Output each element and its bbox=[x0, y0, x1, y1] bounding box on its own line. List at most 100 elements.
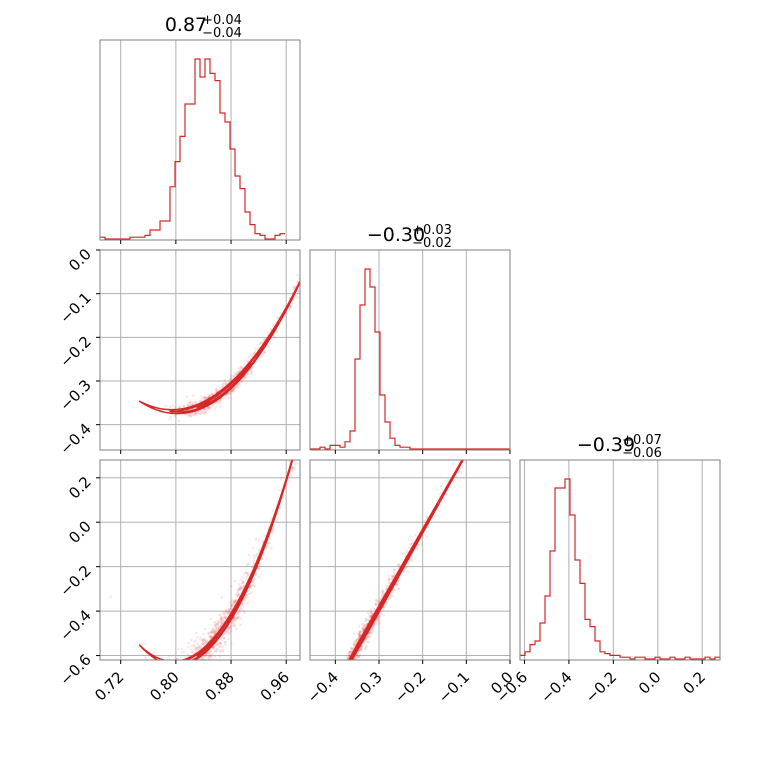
sample-point bbox=[224, 632, 227, 635]
sample-point bbox=[358, 634, 361, 638]
sample-point bbox=[232, 387, 235, 391]
sample-point bbox=[246, 572, 250, 576]
sample-point bbox=[372, 624, 375, 627]
sample-point bbox=[233, 579, 237, 583]
sample-point bbox=[222, 383, 225, 386]
sample-point bbox=[248, 592, 252, 595]
sample-point bbox=[217, 645, 221, 648]
sample-point bbox=[210, 630, 214, 633]
sample-point bbox=[221, 619, 225, 623]
sample-point bbox=[364, 644, 368, 647]
sample-point bbox=[219, 650, 222, 654]
sample-point bbox=[194, 401, 198, 405]
sample-point bbox=[259, 341, 263, 344]
sample-point bbox=[215, 389, 219, 392]
sample-point bbox=[301, 411, 304, 414]
sample-point bbox=[253, 349, 257, 353]
sample-point bbox=[174, 405, 177, 409]
sample-point bbox=[353, 664, 356, 667]
sample-point bbox=[359, 630, 362, 633]
sample-point bbox=[177, 406, 181, 409]
sample-point bbox=[160, 672, 163, 675]
sample-point bbox=[445, 493, 449, 497]
sample-point bbox=[220, 623, 223, 627]
sample-point bbox=[203, 396, 207, 399]
sample-point bbox=[370, 631, 373, 634]
sample-point bbox=[227, 637, 230, 641]
sample-point bbox=[268, 541, 271, 545]
sample-point bbox=[194, 411, 197, 415]
sample-point bbox=[223, 636, 226, 640]
sample-point bbox=[377, 616, 381, 619]
sample-point bbox=[247, 592, 250, 596]
sample-point bbox=[254, 346, 257, 350]
sample-point bbox=[371, 629, 375, 633]
sample-point bbox=[358, 633, 361, 636]
sample-point bbox=[381, 589, 385, 593]
sample-point bbox=[385, 584, 389, 588]
sample-point bbox=[227, 632, 231, 635]
sample-point bbox=[185, 676, 188, 679]
sample-point bbox=[352, 663, 355, 666]
sample-point bbox=[231, 602, 234, 606]
sample-point bbox=[232, 386, 236, 390]
sample-point bbox=[380, 593, 384, 596]
sample-point bbox=[384, 603, 388, 607]
sample-point bbox=[240, 379, 244, 383]
sample-point bbox=[207, 655, 211, 658]
sample-point bbox=[392, 574, 395, 578]
sample-point bbox=[382, 592, 385, 596]
sample-point bbox=[377, 601, 380, 604]
sample-point bbox=[224, 383, 228, 386]
sample-point bbox=[347, 653, 350, 657]
sample-point bbox=[241, 580, 245, 584]
sample-point bbox=[199, 636, 202, 639]
sample-point bbox=[244, 571, 248, 574]
sample-point bbox=[214, 630, 217, 633]
sample-point bbox=[167, 655, 171, 659]
sample-point bbox=[473, 432, 476, 435]
sample-point bbox=[204, 396, 208, 399]
sample-point bbox=[210, 635, 213, 638]
sample-point bbox=[472, 429, 475, 432]
sample-point bbox=[361, 627, 365, 631]
sample-point bbox=[374, 601, 378, 605]
sample-point bbox=[295, 461, 298, 465]
sample-point bbox=[233, 601, 236, 605]
sample-point bbox=[358, 634, 361, 638]
sample-point bbox=[291, 284, 295, 288]
sample-point bbox=[232, 374, 235, 377]
sample-point bbox=[222, 637, 226, 640]
sample-point bbox=[245, 578, 248, 581]
sample-point bbox=[236, 612, 239, 616]
sample-point bbox=[500, 392, 503, 395]
sample-point bbox=[244, 377, 247, 380]
sample-point bbox=[208, 393, 211, 397]
sample-point bbox=[407, 560, 410, 564]
sample-point bbox=[237, 593, 241, 597]
sample-point bbox=[254, 572, 258, 575]
sample-point bbox=[369, 611, 373, 615]
sample-point bbox=[251, 579, 255, 582]
sample-point bbox=[354, 639, 358, 643]
sample-point bbox=[240, 586, 243, 590]
sample-point bbox=[343, 673, 346, 676]
sample-point bbox=[242, 609, 245, 613]
y-tick-label: −0.1 bbox=[56, 289, 94, 327]
sample-point bbox=[190, 401, 194, 404]
sample-point bbox=[300, 277, 303, 280]
sample-point bbox=[410, 559, 413, 563]
sample-point bbox=[219, 624, 223, 628]
sample-point bbox=[249, 368, 253, 372]
sample-point bbox=[255, 552, 259, 556]
sample-point bbox=[253, 556, 257, 559]
sample-point bbox=[233, 624, 236, 628]
sample-point bbox=[279, 477, 283, 480]
sample-point bbox=[184, 667, 187, 670]
sample-point bbox=[389, 595, 392, 598]
sample-point bbox=[189, 662, 192, 665]
sample-point bbox=[301, 272, 304, 275]
sample-point bbox=[206, 632, 210, 635]
sample-point bbox=[350, 649, 353, 653]
param-3-title-minus: −0.06 bbox=[622, 446, 662, 461]
